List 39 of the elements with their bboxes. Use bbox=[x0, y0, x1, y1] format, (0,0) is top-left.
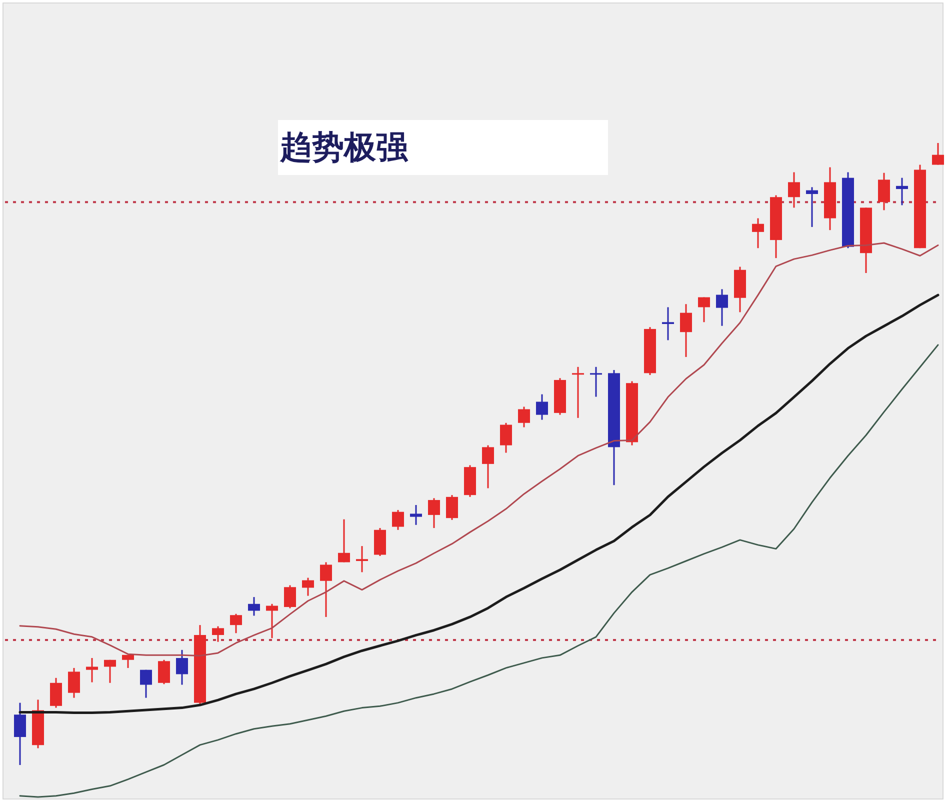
candlestick bbox=[590, 366, 602, 398]
candlestick bbox=[176, 649, 188, 686]
candlestick bbox=[446, 494, 458, 521]
candlestick bbox=[338, 518, 350, 563]
candlestick bbox=[104, 659, 116, 684]
annotation: 趋势极强 bbox=[279, 128, 409, 166]
candlestick bbox=[140, 669, 152, 699]
candlestick bbox=[878, 172, 890, 211]
candlestick bbox=[302, 577, 314, 597]
candlestick bbox=[698, 296, 710, 323]
candlestick bbox=[518, 406, 530, 428]
candlestick bbox=[212, 626, 224, 643]
candlestick bbox=[266, 603, 278, 639]
candlestick bbox=[500, 422, 512, 454]
candlestick bbox=[320, 561, 332, 618]
candlestick bbox=[248, 596, 260, 616]
candlestick bbox=[230, 613, 242, 634]
candlestick bbox=[392, 509, 404, 531]
candlestick bbox=[86, 657, 98, 684]
candlestick bbox=[896, 177, 908, 206]
candlestick bbox=[122, 654, 134, 669]
candlestick bbox=[806, 186, 818, 228]
candlestick bbox=[788, 171, 800, 208]
candlestick bbox=[50, 677, 62, 709]
candlestick bbox=[932, 142, 944, 166]
candlestick bbox=[158, 659, 170, 685]
candlestick bbox=[680, 303, 692, 358]
candlestick bbox=[428, 497, 440, 529]
candlestick bbox=[662, 306, 674, 341]
candlestick bbox=[572, 366, 584, 419]
candlestick bbox=[536, 394, 548, 421]
candlestick bbox=[410, 504, 422, 526]
candlestick bbox=[14, 702, 26, 766]
candlestick bbox=[482, 444, 494, 489]
candlestick bbox=[356, 545, 368, 573]
candlestick bbox=[68, 667, 80, 699]
candlestick bbox=[752, 218, 764, 249]
candlestick bbox=[716, 288, 728, 327]
candlestick bbox=[284, 584, 296, 610]
